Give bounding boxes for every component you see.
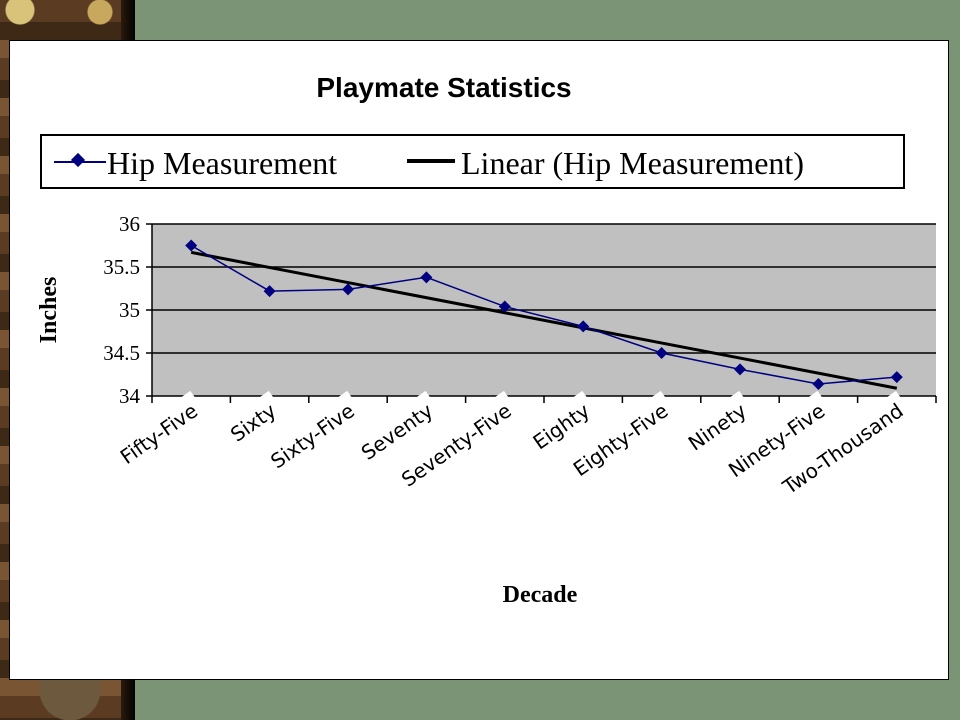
x-category-group: Fifty-Five <box>87 390 210 492</box>
x-category-label-background <box>243 390 367 492</box>
data-point <box>812 377 825 390</box>
data-point <box>734 363 746 376</box>
x-category-label-background <box>206 390 289 463</box>
y-tick-label: 36 <box>119 212 140 236</box>
trendline-group <box>190 250 898 390</box>
data-point <box>420 271 433 284</box>
y-axis-title: Inches <box>36 277 62 344</box>
x-category-label-background <box>351 390 446 471</box>
x-axis-title: Decade <box>503 582 578 608</box>
data-point <box>655 347 668 359</box>
x-category-label-background <box>675 390 759 464</box>
x-category-label-background <box>704 390 838 498</box>
y-tick-label: 34.5 <box>103 341 140 365</box>
chart-title: Playmate Statistics <box>316 72 571 103</box>
x-axis <box>151 395 937 403</box>
data-point <box>890 371 903 384</box>
data-point <box>263 285 276 298</box>
y-tick-label: 35 <box>119 298 140 322</box>
x-category-label-background <box>87 390 210 492</box>
data-point <box>577 320 590 333</box>
y-tick-label: 34 <box>119 384 141 408</box>
gridlines <box>152 223 936 354</box>
chart: Playmate Statistics Hip Measurement Line… <box>36 72 937 608</box>
series-hip-measurement <box>185 239 903 390</box>
y-tick-label: 35.5 <box>103 255 140 279</box>
x-category-label-background <box>773 390 916 505</box>
legend-label-linear: Linear (Hip Measurement) <box>461 145 804 181</box>
x-category-label-background <box>547 390 681 498</box>
chart-panel: Playmate Statistics Hip Measurement Line… <box>9 40 949 680</box>
trendline-linear-hip-measurement <box>190 250 898 390</box>
x-category-label-background <box>381 390 524 505</box>
legend: Hip Measurement Linear (Hip Measurement) <box>40 134 905 189</box>
y-axis: 34 34.5 35 35.5 36 <box>103 212 153 408</box>
data-point <box>185 239 198 252</box>
x-category-label: Fifty-Five <box>116 398 202 468</box>
x-category-label-background <box>518 390 602 464</box>
series-line <box>190 244 897 385</box>
data-point <box>342 283 354 296</box>
legend-label-hip-measurement: Hip Measurement <box>107 145 337 181</box>
x-category-labels: Fifty-Five SixtySixty-FiveSeventySeventy-… <box>87 390 916 505</box>
data-point <box>498 300 511 313</box>
